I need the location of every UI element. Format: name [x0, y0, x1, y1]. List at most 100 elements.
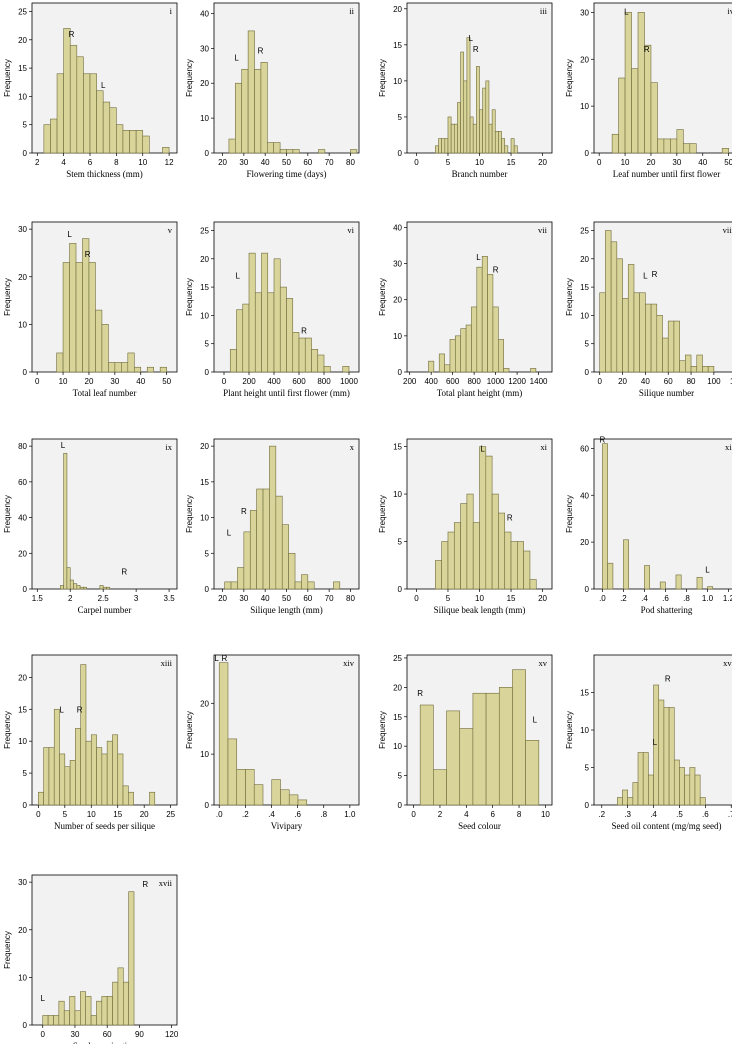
- parent-marker-L: L: [67, 230, 72, 239]
- x-tick-label: 600: [292, 377, 306, 386]
- y-tick-label: 20: [393, 5, 402, 14]
- x-axis-label: Pod shattering: [641, 605, 693, 615]
- y-tick-label: 40: [18, 514, 27, 523]
- histogram-bar: [48, 747, 55, 806]
- y-tick-label: 0: [205, 801, 210, 810]
- x-axis-label: Branch number: [452, 169, 508, 179]
- y-tick-label: 20: [200, 79, 209, 88]
- y-tick-label: 0: [398, 368, 403, 377]
- histogram-bar: [455, 335, 462, 373]
- histogram-bar: [292, 149, 300, 154]
- y-tick-label: 20: [200, 255, 209, 264]
- histogram-bar: [262, 488, 270, 590]
- parent-marker-L: L: [653, 738, 658, 747]
- histogram-bar: [64, 766, 71, 806]
- histogram-bar: [83, 73, 91, 154]
- x-axis-label: Seed oil content (mg/mg seed): [612, 821, 722, 831]
- y-tick-label: 0: [23, 368, 28, 377]
- histogram-bar: [56, 73, 64, 154]
- y-axis-label: Frequency: [185, 711, 194, 749]
- histogram-bar: [696, 576, 703, 590]
- histogram-bar: [504, 531, 512, 590]
- x-tick-label: .4: [641, 594, 648, 603]
- histogram-bar: [69, 996, 76, 1026]
- histogram-bar: [75, 728, 81, 806]
- histogram-bar: [108, 362, 116, 373]
- histogram-bar: [249, 510, 257, 590]
- histogram-bar: [275, 495, 283, 590]
- panel-number: v: [168, 225, 173, 235]
- x-axis-label: Number of seeds per silique: [54, 821, 155, 831]
- y-tick-label: 10: [18, 320, 27, 329]
- histogram-panel-vii: 200 400 600 800 1000 1200 1400 0 10 20 30 40 Total p…: [378, 221, 553, 398]
- histogram-bar: [301, 574, 309, 590]
- histogram-bar: [96, 747, 103, 806]
- panel-number: ix: [165, 442, 172, 452]
- x-tick-label: 800: [467, 377, 481, 386]
- histogram-bar: [96, 90, 104, 154]
- histogram-bar: [622, 789, 628, 806]
- histogram-bar: [254, 292, 262, 373]
- y-tick-label: 20: [393, 296, 402, 305]
- histogram-bar: [254, 68, 262, 154]
- histogram-bar: [644, 44, 652, 154]
- parent-marker-L: L: [705, 566, 710, 575]
- histogram-bar: [645, 303, 652, 373]
- x-axis-label: Seed colour: [458, 821, 501, 831]
- histogram-bar: [447, 531, 455, 590]
- x-tick-label: 1000: [340, 377, 358, 386]
- y-tick-label: 0: [205, 368, 210, 377]
- x-axis-label: Leaf number until first flower: [613, 169, 720, 179]
- histogram-bar: [459, 728, 474, 806]
- histogram-bar: [438, 138, 442, 154]
- histogram-bar: [101, 324, 109, 373]
- histogram-bar: [85, 996, 92, 1026]
- x-tick-label: .4: [268, 810, 275, 819]
- histogram-bar: [38, 791, 44, 806]
- histogram-bar: [260, 62, 268, 154]
- y-tick-label: 0: [23, 149, 28, 158]
- x-tick-label: 30: [71, 1030, 80, 1039]
- histogram-bar: [267, 292, 275, 373]
- parent-marker-L: L: [101, 81, 106, 90]
- x-tick-label: .5: [676, 810, 683, 819]
- histogram-bar: [261, 252, 269, 373]
- y-tick-label: 20: [200, 442, 209, 451]
- histogram-bar: [435, 145, 439, 154]
- histogram-bar: [639, 292, 646, 373]
- histogram-bar: [650, 303, 658, 373]
- x-tick-label: 1.2: [723, 594, 732, 603]
- x-tick-label: 20: [218, 594, 227, 603]
- x-tick-label: 6: [88, 158, 93, 167]
- x-tick-label: 12: [165, 158, 174, 167]
- x-tick-label: 50: [162, 377, 171, 386]
- parent-marker-L: L: [480, 444, 485, 453]
- y-tick-label: 0: [23, 1021, 28, 1030]
- histogram-bar: [42, 1015, 49, 1026]
- y-tick-label: 20: [580, 55, 589, 64]
- histogram-bar: [510, 138, 515, 154]
- parent-marker-L: L: [227, 528, 232, 537]
- histogram-bar: [457, 102, 461, 154]
- histogram-bar: [450, 123, 455, 154]
- histogram-bar: [491, 109, 496, 154]
- x-tick-label: 200: [403, 377, 417, 386]
- y-tick-label: 20: [18, 273, 27, 282]
- y-tick-label: 10: [580, 311, 589, 320]
- panel-number: xiii: [161, 658, 173, 668]
- histogram-bar: [79, 586, 84, 590]
- y-tick-label: 20: [200, 699, 209, 708]
- histogram-bar: [498, 687, 513, 806]
- histogram-bar: [56, 352, 64, 373]
- histogram-bar: [472, 522, 480, 590]
- histogram-bar: [616, 258, 623, 373]
- histogram-bar: [317, 354, 325, 373]
- histogram-bar: [247, 30, 255, 154]
- histogram-bar: [699, 797, 706, 806]
- histogram-bar: [530, 368, 537, 373]
- x-tick-label: .7: [728, 810, 732, 819]
- x-tick-label: 10: [87, 810, 96, 819]
- y-tick-label: 10: [580, 726, 589, 735]
- x-tick-label: 50: [724, 158, 732, 167]
- histogram-bar: [273, 142, 281, 154]
